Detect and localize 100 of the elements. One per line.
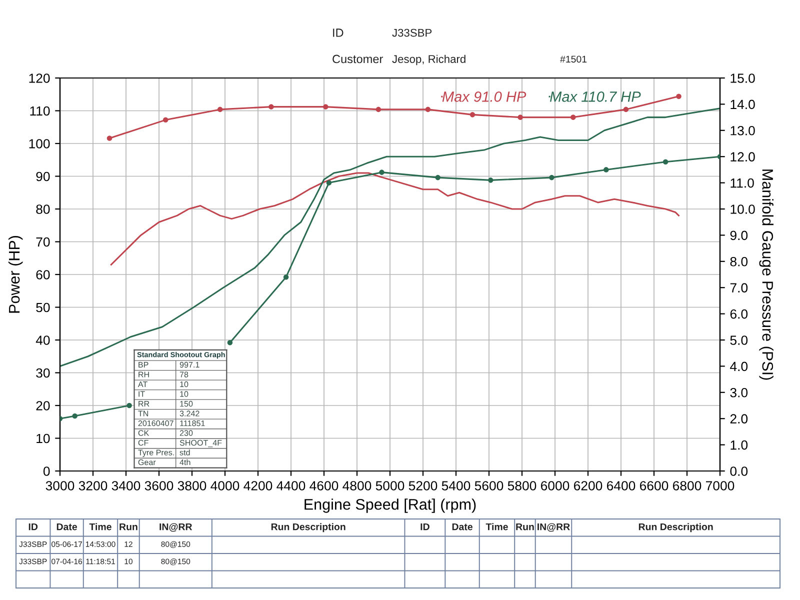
y-tick-label: 90	[36, 172, 50, 182]
point	[549, 174, 554, 180]
y-tick-label: 0	[43, 466, 50, 476]
text: #1501	[560, 56, 587, 63]
text: Run	[516, 523, 534, 530]
annotation: 4th	[180, 459, 190, 466]
y2-tick-label: 5.0	[730, 336, 748, 345]
y-tick-label: 80	[36, 204, 50, 214]
text: J33SBP	[392, 28, 432, 37]
x-tick-label: 3800	[178, 481, 206, 490]
y2-tick-label: 14.0	[730, 100, 755, 110]
legend-label: Max 91.0 HP	[442, 92, 526, 102]
annotation: CF	[138, 440, 148, 446]
point	[623, 106, 629, 112]
x-tick-label: 5400	[442, 481, 470, 490]
annotation: 111851	[180, 420, 205, 426]
x-tick-label: 3600	[144, 481, 174, 490]
text: Run	[120, 523, 138, 530]
annotation: CK	[138, 430, 150, 436]
annotation: BP	[138, 362, 148, 368]
point	[470, 112, 476, 118]
x-tick-label: 4000	[210, 481, 240, 490]
point	[676, 94, 682, 99]
x-tick-label: 5000	[376, 481, 404, 490]
point	[268, 104, 274, 110]
x-tick-label: 7000	[706, 481, 734, 490]
y2-tick-label: 8.0	[730, 256, 748, 266]
point	[227, 340, 233, 346]
y2-tick-label: 12.0	[730, 152, 755, 162]
point	[283, 274, 289, 280]
text: Date	[452, 523, 472, 530]
x-tick-label: 4600	[310, 481, 338, 490]
y2-tick-label: 1.0	[730, 440, 748, 450]
y-tick-label: 20	[36, 401, 50, 410]
x-tick-label: 4800	[342, 481, 372, 490]
y-tick-label: 110	[30, 106, 50, 116]
point	[126, 402, 132, 408]
point	[72, 413, 78, 419]
text: Date	[56, 523, 77, 530]
x-tick-label: 6800	[672, 481, 702, 490]
line-series	[110, 172, 680, 266]
point	[106, 136, 112, 141]
annotation: 20160407	[138, 420, 174, 426]
annotation: 3.242	[180, 410, 200, 416]
point	[323, 104, 328, 110]
point	[570, 114, 576, 120]
x-tick-label: 3400	[112, 481, 140, 490]
x-tick-label: 6600	[640, 481, 668, 490]
annotation: 10	[180, 391, 188, 397]
point	[518, 114, 523, 120]
point	[217, 106, 223, 112]
x-tick-label: 5800	[508, 481, 536, 490]
y2-tick-label: 0.0	[730, 466, 748, 476]
y-tick-label: 70	[36, 237, 50, 247]
annotation: TN	[138, 410, 148, 416]
annotation: AT	[138, 381, 148, 388]
y2-tick-label: 7.0	[730, 283, 748, 293]
y-tick-label: 100	[29, 139, 50, 148]
y2-tick-label: 11.0	[730, 178, 754, 188]
annotation: 997.1	[180, 362, 200, 368]
legend-label: Max 110.7 HP	[550, 92, 641, 102]
text: ID	[333, 28, 344, 37]
text: Customer	[332, 54, 383, 64]
point	[488, 178, 494, 183]
y-tick-label: 60	[36, 270, 50, 280]
text: Jesop, Richard	[392, 54, 466, 66]
x-tick-label: 3000	[46, 481, 74, 490]
annotation: 150	[180, 400, 193, 407]
x-tick-label: 4200	[244, 481, 272, 490]
point	[425, 106, 431, 112]
x-tick-label: 6000	[540, 481, 570, 490]
annotation: Gear	[138, 459, 156, 466]
y-tick-label: 10	[36, 434, 50, 444]
annotation: Tyre Pres.	[138, 450, 174, 457]
annotation: 78	[180, 372, 188, 378]
x-tick-label: 5600	[474, 481, 504, 490]
line-series	[60, 108, 720, 367]
text: IN@RR	[538, 523, 570, 532]
annotation: 10	[180, 381, 188, 388]
annotation: 230	[180, 430, 193, 436]
annotation: RH	[138, 372, 149, 378]
x-tick-label: 6400	[606, 481, 636, 490]
y2-tick-label: 3.0	[730, 388, 748, 398]
point	[662, 159, 668, 164]
annotation: std	[180, 449, 190, 456]
point	[604, 167, 609, 172]
text: Run Description	[271, 523, 346, 532]
y2-tick-label: 2.0	[730, 414, 748, 424]
text: Time	[486, 523, 508, 530]
y-tick-label: 40	[36, 336, 50, 345]
annotation: RR	[138, 401, 150, 407]
text: Run Description	[638, 523, 713, 532]
y2-axis-title: Manifold Gauge Pressure (PSI)	[759, 170, 774, 380]
point	[379, 170, 384, 175]
y-tick-label: 30	[36, 368, 50, 378]
text: ID	[28, 523, 38, 530]
y2-tick-label: 6.0	[730, 309, 748, 319]
x-axis-title: Engine Speed [Rat] (rpm)	[304, 498, 476, 513]
y-tick-label: 50	[36, 302, 50, 312]
y2-tick-label: 13.0	[730, 126, 755, 136]
